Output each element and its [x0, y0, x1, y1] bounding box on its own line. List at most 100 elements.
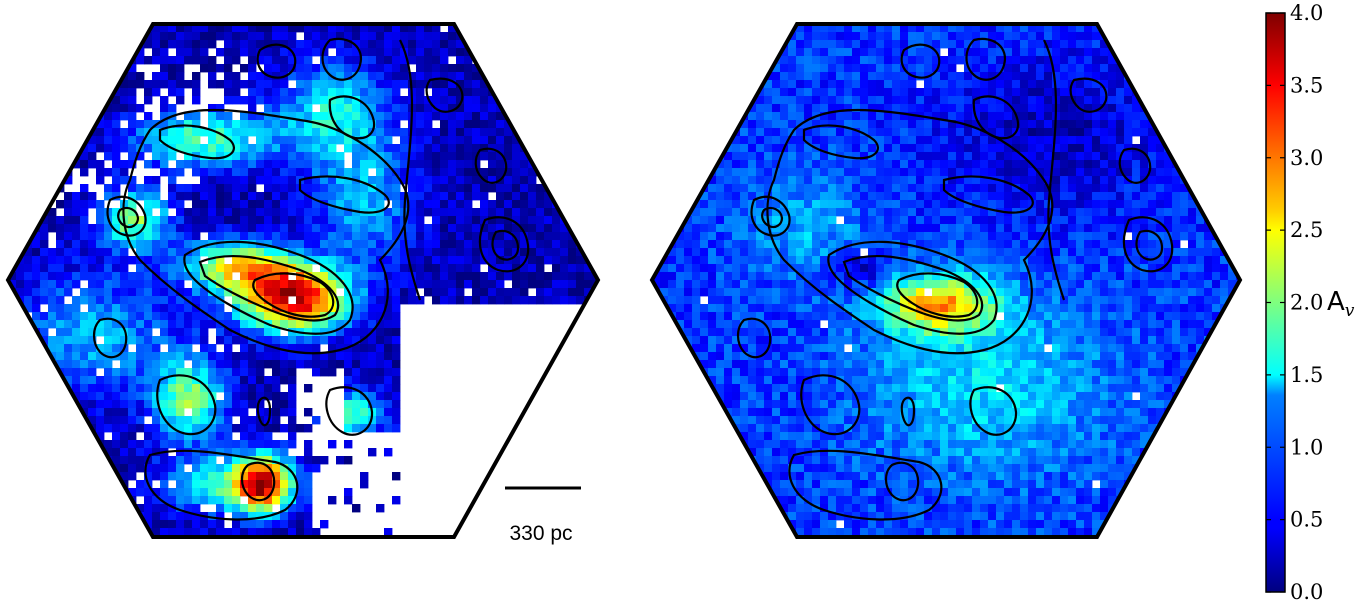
map-pixel [280, 472, 289, 481]
map-pixel [72, 136, 81, 145]
map-pixel [328, 184, 337, 193]
map-pixel [256, 328, 265, 337]
map-pixel [264, 32, 273, 41]
map-pixel [256, 440, 265, 449]
map-pixel [1156, 112, 1165, 121]
map-pixel [320, 264, 329, 273]
map-pixel [1188, 136, 1197, 145]
map-pixel [288, 208, 297, 217]
map-pixel [512, 160, 521, 169]
map-pixel [120, 336, 129, 345]
map-pixel [988, 24, 997, 33]
map-pixel [160, 224, 169, 233]
map-pixel [328, 336, 337, 345]
map-pixel [216, 384, 225, 393]
map-pixel [128, 280, 137, 289]
map-pixel [224, 504, 233, 513]
map-pixel [24, 368, 33, 377]
map-pixel [416, 256, 425, 265]
map-pixel [8, 432, 17, 441]
map-pixel [472, 184, 481, 193]
map-pixel [1028, 152, 1037, 161]
map-pixel [32, 400, 41, 409]
map-pixel [504, 208, 513, 217]
map-pixel [16, 384, 25, 393]
map-pixel [320, 240, 329, 249]
map-pixel [128, 320, 137, 329]
map-pixel [176, 200, 185, 209]
map-pixel [368, 216, 377, 225]
map-pixel [384, 384, 393, 393]
map-pixel [312, 304, 321, 313]
map-pixel [216, 120, 225, 129]
map-pixel [740, 152, 749, 161]
map-pixel [668, 64, 677, 73]
map-pixel [112, 440, 121, 449]
map-pixel [224, 384, 233, 393]
map-pixel [80, 64, 89, 73]
map-pixel [56, 296, 65, 305]
map-pixel [448, 120, 457, 129]
map-pixel [152, 456, 161, 465]
map-pixel [1060, 160, 1069, 169]
map-pixel [748, 56, 757, 65]
map-pixel [948, 40, 957, 49]
map-pixel [48, 48, 57, 57]
map-pixel [24, 424, 33, 433]
map-pixel [576, 184, 585, 193]
map-pixel [844, 96, 853, 105]
map-pixel [344, 80, 353, 89]
map-pixel [1140, 80, 1149, 89]
map-pixel [1076, 120, 1085, 129]
map-pixel [852, 48, 861, 57]
map-pixel [120, 312, 129, 321]
map-pixel [592, 224, 598, 233]
map-pixel [64, 344, 73, 353]
map-pixel [176, 40, 185, 49]
map-pixel [320, 128, 329, 137]
map-pixel [552, 80, 561, 89]
map-pixel [104, 56, 113, 65]
map-pixel [980, 64, 989, 73]
map-pixel [128, 96, 137, 105]
map-pixel [248, 464, 257, 473]
map-pixel [56, 144, 65, 153]
map-pixel [296, 512, 305, 521]
map-pixel [988, 128, 997, 137]
map-pixel [72, 360, 81, 369]
map-pixel [160, 520, 169, 529]
map-pixel [496, 280, 505, 289]
map-pixel [40, 312, 49, 321]
map-pixel [168, 528, 177, 537]
map-pixel [392, 312, 401, 321]
map-pixel [708, 144, 717, 153]
map-pixel [788, 40, 797, 49]
map-pixel [344, 416, 353, 425]
map-pixel [504, 88, 513, 97]
map-pixel [120, 168, 129, 177]
map-pixel [344, 112, 353, 121]
map-pixel [264, 384, 273, 393]
map-pixel [504, 136, 513, 145]
map-pixel [24, 288, 33, 297]
map-pixel [240, 480, 249, 489]
map-pixel [240, 304, 249, 313]
map-pixel [496, 224, 505, 233]
map-pixel [216, 32, 225, 41]
map-pixel [384, 48, 393, 57]
map-pixel [1012, 24, 1021, 33]
map-pixel [576, 160, 585, 169]
map-pixel [208, 40, 217, 49]
map-pixel [80, 224, 89, 233]
map-pixel [304, 160, 313, 169]
map-pixel [504, 288, 513, 297]
map-pixel [384, 336, 393, 345]
map-pixel [488, 32, 497, 41]
map-pixel [208, 320, 217, 329]
map-pixel [312, 168, 321, 177]
map-pixel [360, 312, 369, 321]
map-pixel [192, 56, 201, 65]
map-pixel [216, 464, 225, 473]
map-pixel [152, 504, 161, 513]
map-pixel [352, 40, 361, 49]
